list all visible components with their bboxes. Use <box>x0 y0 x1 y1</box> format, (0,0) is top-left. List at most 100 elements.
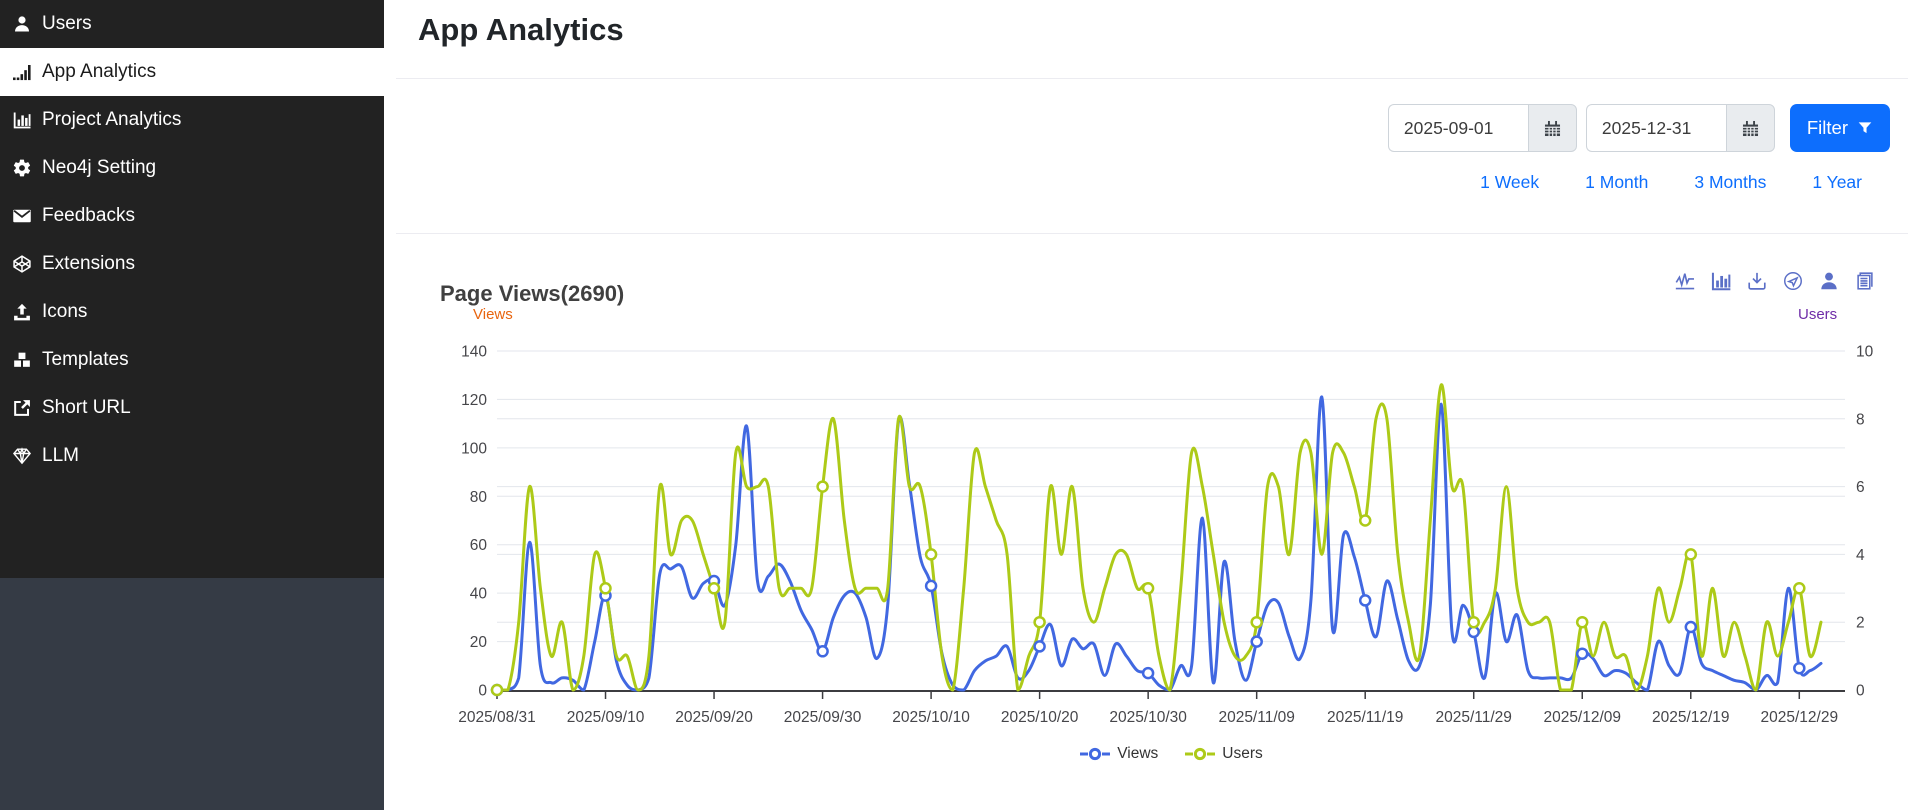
right-tick-label: 2 <box>1856 615 1865 632</box>
sidebar-item-project-analytics[interactable]: Project Analytics <box>0 96 384 144</box>
divider <box>396 78 1908 79</box>
start-date-group <box>1387 104 1577 152</box>
sidebar: Users App Analytics Project Analytics Neo4j… <box>0 0 384 810</box>
chart-title: Page Views(2690) <box>440 281 625 306</box>
sidebar-item-extensions[interactable]: Extensions <box>0 240 384 288</box>
quick-range-3-months[interactable]: 3 Months <box>1694 172 1767 192</box>
series-views-marker <box>924 579 938 593</box>
download-icon[interactable] <box>1746 270 1768 292</box>
legend-marker <box>1185 747 1216 761</box>
sidebar-item-icons[interactable]: Icons <box>0 288 384 336</box>
legend-item-views[interactable]: Views <box>1079 745 1158 763</box>
right-axis-title: Users <box>1798 306 1838 323</box>
x-tick-label: 2025/12/19 <box>1652 709 1730 726</box>
sidebar-item-label: Extensions <box>42 253 135 274</box>
user-icon[interactable] <box>1818 270 1840 292</box>
sidebar-item-label: Short URL <box>42 397 131 418</box>
funnel-icon <box>1858 122 1872 134</box>
external-link-icon <box>10 396 34 420</box>
series-users-marker <box>707 582 721 595</box>
series-users-marker <box>816 480 829 493</box>
x-tick-label: 2025/10/30 <box>1109 709 1187 726</box>
upload-icon <box>10 300 34 324</box>
sidebar-item-feedbacks[interactable]: Feedbacks <box>0 192 384 240</box>
bar-chart-icon <box>10 108 34 132</box>
series-users-marker <box>1575 615 1589 629</box>
series-users-marker <box>1250 615 1263 629</box>
envelope-icon <box>10 204 34 228</box>
right-tick-label: 4 <box>1856 547 1865 564</box>
right-tick-label: 8 <box>1856 411 1865 428</box>
sidebar-item-app-analytics[interactable]: App Analytics <box>0 48 384 96</box>
sidebar-item-label: Project Analytics <box>42 109 182 130</box>
sidebar-item-neo4j-setting[interactable]: Neo4j Setting <box>0 144 384 192</box>
x-tick-label: 2025/11/29 <box>1436 709 1512 726</box>
bar-chart-icon[interactable] <box>1710 270 1732 292</box>
sidebar-item-label: App Analytics <box>42 61 157 82</box>
restore-icon[interactable] <box>1782 270 1804 292</box>
legend-label: Views <box>1117 745 1159 762</box>
sidebar-menu: Users App Analytics Project Analytics Neo4j… <box>0 0 384 578</box>
calendar-icon <box>1742 120 1758 136</box>
filter-button[interactable]: Filter <box>1789 104 1890 152</box>
left-tick-label: 120 <box>461 392 487 409</box>
user-icon <box>10 12 34 36</box>
series-views-marker <box>1575 647 1589 660</box>
x-tick-label: 2025/09/30 <box>784 709 862 726</box>
left-tick-label: 0 <box>478 683 487 700</box>
calendar-icon <box>1544 120 1560 136</box>
left-tick-label: 60 <box>470 537 488 554</box>
series-users-marker <box>490 683 504 697</box>
sidebar-item-templates[interactable]: Templates <box>0 336 384 384</box>
sidebar-item-short-url[interactable]: Short URL <box>0 384 384 432</box>
legend-marker <box>1080 747 1111 761</box>
data-view-icon[interactable] <box>1854 270 1876 292</box>
line-chart-icon[interactable] <box>1674 270 1696 292</box>
quick-range-1-month[interactable]: 1 Month <box>1585 172 1649 192</box>
sidebar-item-label: LLM <box>42 445 79 466</box>
series-users-marker <box>1793 582 1806 595</box>
series-users-marker <box>1033 615 1046 629</box>
date-filter-row: Filter <box>1387 104 1890 152</box>
series-views-line <box>495 395 1823 692</box>
chart-canvas: 2025/08/31 2025/09/10 2025/09/20 2025/09/30… <box>458 344 1874 727</box>
right-tick-label: 10 <box>1856 344 1874 361</box>
left-tick-label: 100 <box>461 440 487 457</box>
legend-item-users[interactable]: Users <box>1184 745 1263 763</box>
quick-range-1-year[interactable]: 1 Year <box>1812 172 1862 192</box>
start-date-input[interactable] <box>1387 104 1528 152</box>
page-title: App Analytics <box>418 12 624 47</box>
x-tick-label: 2025/10/10 <box>892 709 970 726</box>
gem-icon <box>10 444 34 468</box>
series-users-marker <box>1358 514 1372 527</box>
chart-legend: Views Users <box>384 745 1920 763</box>
main-content: App Analytics Filter 1 Week 1 Month 3 Mont… <box>384 0 1920 810</box>
left-tick-label: 20 <box>470 634 488 651</box>
start-date-calendar-button[interactable] <box>1527 104 1577 152</box>
quick-range-1-week[interactable]: 1 Week <box>1480 172 1540 192</box>
series-users-marker <box>1141 582 1155 595</box>
divider <box>396 233 1908 234</box>
sidebar-item-label: Feedbacks <box>42 205 135 226</box>
series-users-marker <box>1684 548 1698 561</box>
end-date-calendar-button[interactable] <box>1725 104 1775 152</box>
series-views-marker <box>1141 666 1155 680</box>
x-tick-label: 2025/12/09 <box>1543 709 1621 726</box>
series-users-marker <box>924 548 938 561</box>
sidebar-item-label: Templates <box>42 349 129 370</box>
end-date-input[interactable] <box>1585 104 1726 152</box>
gear-icon <box>10 156 34 180</box>
sidebar-item-label: Users <box>42 13 92 34</box>
sidebar-item-users[interactable]: Users <box>0 0 384 48</box>
chart-toolbar <box>1674 270 1876 292</box>
series-users-marker <box>599 582 612 595</box>
end-date-group <box>1585 104 1775 152</box>
right-tick-label: 6 <box>1856 479 1865 496</box>
signal-icon <box>10 60 34 84</box>
x-tick-label: 2025/11/19 <box>1327 709 1403 726</box>
quick-range-links: 1 Week 1 Month 3 Months 1 Year <box>1480 172 1862 193</box>
series-users-line <box>495 383 1823 692</box>
right-tick-label: 0 <box>1856 683 1865 700</box>
series-views-marker <box>1793 661 1806 675</box>
sidebar-item-llm[interactable]: LLM <box>0 432 384 480</box>
